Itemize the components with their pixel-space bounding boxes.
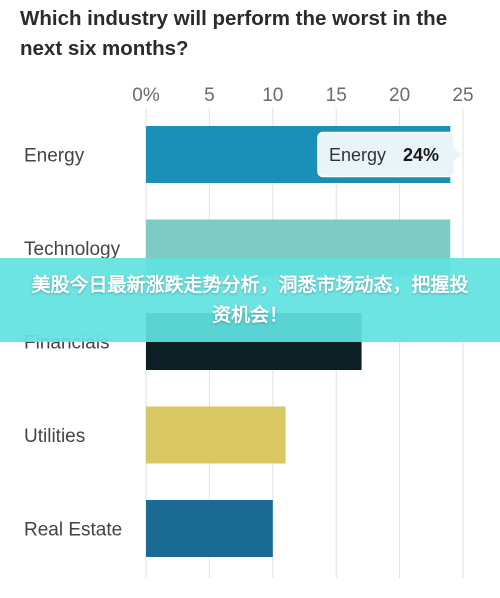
tooltip: Energy 24%: [317, 131, 461, 178]
tooltip-value: 24%: [403, 145, 439, 165]
x-tick-label: 20: [389, 85, 410, 106]
x-tick-label: 25: [452, 85, 473, 106]
bar[interactable]: [146, 406, 286, 464]
tooltip-category: Energy: [329, 145, 386, 165]
tooltip-arrow: [453, 147, 461, 162]
x-tick-label: 15: [326, 85, 347, 106]
bar[interactable]: [146, 500, 273, 557]
overlay-banner[interactable]: 美股今日最新涨跌走势分析，洞悉市场动态，把握投资机会！: [0, 258, 500, 342]
banner-text: 美股今日最新涨跌走势分析，洞悉市场动态，把握投资机会！: [31, 274, 469, 326]
x-tick-label: 5: [204, 85, 215, 106]
category-labels: EnergyTechnologyFinancialsUtilitiesReal …: [24, 146, 122, 541]
chart-title: Which industry will perform the worst in…: [20, 7, 448, 60]
category-label: Technology: [24, 239, 121, 260]
category-label: Energy: [24, 146, 85, 167]
x-tick-labels: 0% 5 10 15 20 25: [132, 85, 473, 106]
x-tick-label: 0%: [132, 85, 160, 106]
category-label: Utilities: [24, 426, 85, 447]
x-tick-label: 10: [262, 85, 283, 106]
category-label: Real Estate: [24, 520, 122, 541]
